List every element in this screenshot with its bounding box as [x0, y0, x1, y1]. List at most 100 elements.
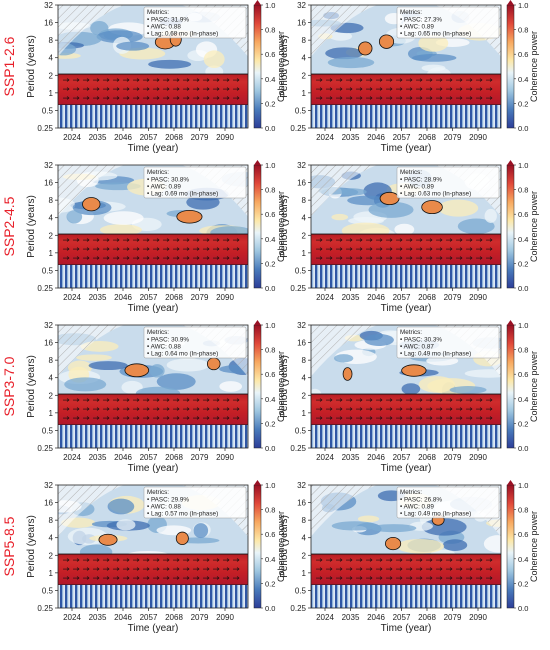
- phase-arrow: [83, 407, 90, 411]
- x-tick-label: 2024: [63, 613, 81, 622]
- phase-arrow: [163, 78, 170, 82]
- phase-arrow: [123, 238, 130, 242]
- plot-frame: [57, 484, 249, 609]
- phase-arrow: [406, 256, 413, 260]
- phase-arrow: [163, 576, 170, 580]
- metrics-line: • Lag: 0.49 mo (In-phase): [400, 351, 471, 358]
- phase-arrow: [466, 558, 473, 562]
- phase-arrow: [486, 558, 493, 562]
- phase-arrow: [203, 238, 210, 242]
- phase-arrow: [163, 96, 170, 100]
- phase-arrow: [356, 567, 363, 571]
- colorbar-tick-label: 0.2: [265, 259, 275, 268]
- phase-arrow: [83, 238, 90, 242]
- phase-arrow: [406, 416, 413, 420]
- colorbar-extend-arrow: [254, 480, 261, 485]
- phase-arrow: [173, 558, 180, 562]
- phase-arrow: [476, 238, 483, 242]
- phase-arrow: [223, 256, 230, 260]
- colorbar-label: Coherence power: [529, 31, 539, 102]
- y-tick-label: 4: [302, 374, 307, 383]
- phase-arrow: [416, 416, 423, 420]
- phase-arrow: [346, 416, 353, 420]
- coherence-blob: [331, 521, 378, 531]
- phase-arrow: [366, 558, 373, 562]
- phase-arrow: [173, 87, 180, 91]
- phase-arrow: [113, 247, 120, 251]
- metrics-line: • AWC: 0.89: [400, 504, 434, 511]
- colorbar-tick-label: 0.4: [518, 235, 528, 244]
- phase-arrow: [153, 407, 160, 411]
- coherence-blob: [219, 381, 243, 392]
- x-tick-label: 2090: [216, 293, 234, 302]
- x-tick-label: 2024: [316, 613, 334, 622]
- phase-arrow: [466, 96, 473, 100]
- phase-arrow: [456, 567, 463, 571]
- phase-arrow: [356, 247, 363, 251]
- x-tick-label: 2079: [191, 293, 209, 302]
- plot-frame: [57, 164, 249, 289]
- phase-arrow: [376, 78, 383, 82]
- phase-arrow: [233, 238, 240, 242]
- colorbar-tick-label: 1.0: [518, 321, 528, 330]
- phase-arrow: [193, 87, 200, 91]
- y-tick-label: 1: [302, 89, 307, 98]
- phase-arrow: [456, 416, 463, 420]
- x-tick-label: 2079: [191, 133, 209, 142]
- phase-arrow: [103, 576, 110, 580]
- phase-arrow: [123, 87, 130, 91]
- phase-arrow: [93, 416, 100, 420]
- y-axis-label: Period (years): [26, 515, 37, 578]
- phase-arrow: [466, 407, 473, 411]
- phase-arrow: [233, 247, 240, 251]
- phase-arrow: [113, 576, 120, 580]
- y-tick-label: 0.5: [42, 586, 54, 595]
- phase-arrow: [366, 96, 373, 100]
- phase-arrow: [336, 407, 343, 411]
- phase-arrow: [143, 78, 150, 82]
- phase-arrow: [376, 247, 383, 251]
- phase-arrow: [223, 398, 230, 402]
- metrics-title: Metrics:: [147, 489, 169, 496]
- phase-arrow: [83, 256, 90, 260]
- x-tick-label: 2057: [393, 453, 411, 462]
- phase-arrow: [356, 78, 363, 82]
- high-coherence-band: [311, 74, 501, 105]
- y-tick-label: 4: [49, 54, 54, 63]
- y-tick-label: 8: [49, 356, 54, 365]
- phase-arrow: [173, 416, 180, 420]
- high-frequency-coherence: [311, 584, 501, 608]
- x-axis-label: Time (year): [381, 303, 432, 314]
- high-frequency-coherence: [58, 424, 248, 448]
- y-tick-label: 32: [44, 481, 53, 490]
- colorbar-tick-label: 1.0: [518, 1, 528, 10]
- coherence-blob: [156, 373, 196, 390]
- phase-arrow: [366, 416, 373, 420]
- phase-arrow: [466, 416, 473, 420]
- coherence-blob: [88, 361, 128, 371]
- phase-arrow: [63, 247, 70, 251]
- x-tick-label: 2090: [216, 453, 234, 462]
- phase-arrow: [456, 96, 463, 100]
- coherence-blob: [66, 210, 83, 224]
- phase-arrow: [133, 78, 140, 82]
- phase-arrow: [466, 238, 473, 242]
- phase-arrow: [436, 78, 443, 82]
- colorbar-label: Coherence power: [529, 351, 539, 422]
- x-axis-label: Time (year): [128, 143, 179, 154]
- phase-arrow: [183, 576, 190, 580]
- phase-arrow: [336, 96, 343, 100]
- metrics-line: • AWC: 0.87: [400, 344, 434, 351]
- phase-arrow: [163, 416, 170, 420]
- phase-arrow: [203, 256, 210, 260]
- metrics-line: • Lag: 0.64 mo (In-phase): [147, 351, 218, 358]
- phase-arrow: [93, 576, 100, 580]
- colorbar-tick-label: 0.6: [265, 370, 275, 379]
- phase-arrow: [113, 567, 120, 571]
- x-tick-label: 2057: [393, 613, 411, 622]
- metrics-line: • PASC: 27.3%: [400, 17, 442, 24]
- colorbar-tick-label: 0.8: [518, 186, 528, 195]
- phase-arrow: [316, 398, 323, 402]
- coherence-blob: [331, 213, 349, 221]
